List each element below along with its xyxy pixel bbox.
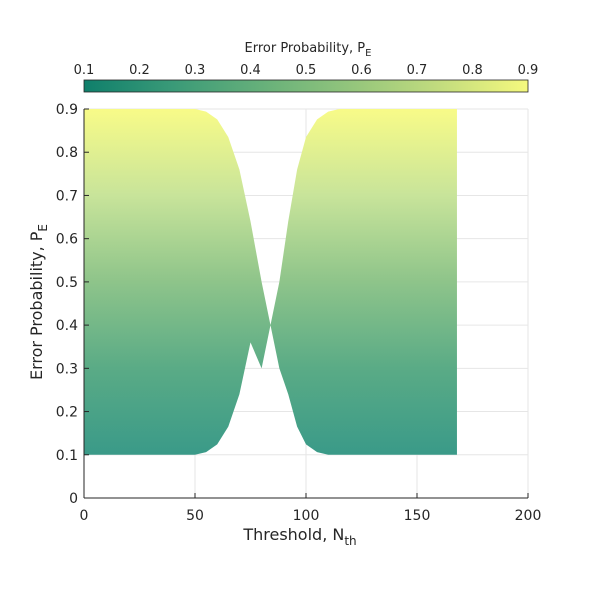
colorbar-tick-label: 0.5 bbox=[296, 63, 317, 78]
colorbar-label-main: Error Probability, P bbox=[245, 41, 366, 56]
y-tick-label: 0.9 bbox=[56, 102, 78, 118]
colorbar-tick-label: 0.4 bbox=[240, 63, 261, 78]
colorbar bbox=[83, 79, 529, 93]
colorbar-tick-labels: 0.1 0.2 0.3 0.4 0.5 0.6 0.7 0.8 0.9 bbox=[74, 63, 539, 78]
y-tick-label: 0.3 bbox=[56, 361, 78, 377]
error-probability-region bbox=[84, 109, 457, 455]
y-tick-labels: 0 0.1 0.2 0.3 0.4 0.5 0.6 0.7 0.8 0.9 bbox=[56, 102, 89, 507]
x-axis-label: Threshold, Nth bbox=[242, 525, 356, 548]
x-tick-label: 0 bbox=[80, 508, 89, 524]
colorbar-tick-label: 0.6 bbox=[351, 63, 372, 78]
y-tick-label: 0.1 bbox=[56, 448, 78, 464]
colorbar-tick-label: 0.8 bbox=[462, 63, 483, 78]
colorbar-tick-label: 0.7 bbox=[407, 63, 428, 78]
colorbar-label: Error Probability, PE bbox=[245, 41, 372, 59]
y-tick-label: 0 bbox=[69, 491, 78, 507]
x-tick-label: 200 bbox=[515, 508, 542, 524]
y-axis-label-sub: E bbox=[36, 224, 50, 232]
y-axis-label-main: Error Probability, P bbox=[27, 231, 46, 380]
y-tick-label: 0.6 bbox=[56, 232, 78, 248]
y-tick-label: 0.5 bbox=[56, 275, 78, 291]
x-tick-labels: 0 50 100 150 200 bbox=[80, 493, 542, 524]
colorbar-tick-label: 0.2 bbox=[129, 63, 150, 78]
y-axis-label: Error Probability, PE bbox=[27, 224, 50, 380]
colorbar-tick-label: 0.9 bbox=[518, 63, 539, 78]
y-tick-label: 0.7 bbox=[56, 188, 78, 204]
x-axis-label-sub: th bbox=[344, 534, 356, 548]
x-tick-label: 150 bbox=[404, 508, 431, 524]
colorbar-tick-label: 0.1 bbox=[74, 63, 95, 78]
colorbar-label-sub: E bbox=[365, 48, 371, 59]
y-tick-label: 0.2 bbox=[56, 405, 78, 421]
y-tick-label: 0.4 bbox=[56, 318, 78, 334]
x-tick-label: 50 bbox=[186, 508, 204, 524]
x-tick-label: 100 bbox=[293, 508, 320, 524]
colorbar-tick-label: 0.3 bbox=[185, 63, 206, 78]
y-tick-label: 0.8 bbox=[56, 145, 78, 161]
x-axis-label-main: Threshold, N bbox=[242, 525, 344, 544]
